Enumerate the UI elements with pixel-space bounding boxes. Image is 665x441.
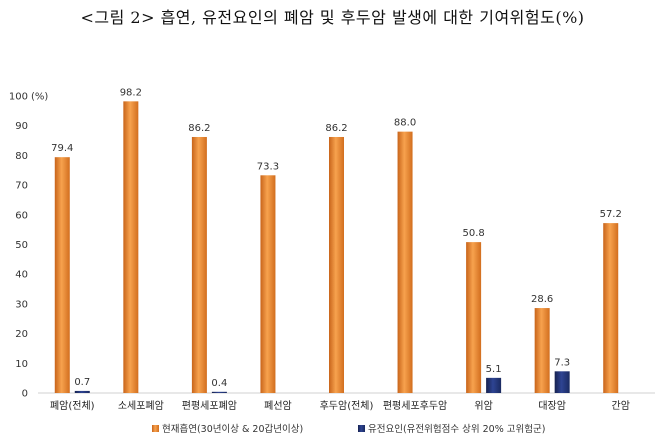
x-tick-label: 위암 [474, 399, 492, 412]
genetic-bar [554, 371, 570, 393]
smoking-value-label: 86.2 [325, 123, 347, 134]
y-tick-label: 0 [22, 389, 28, 400]
y-tick-label: 80 [15, 151, 28, 162]
axis-layer: 0 10 20 30 40 50 60 70 80 90 100 (%) 폐암(전체) 소세포폐암 편평세포… [9, 92, 655, 412]
chart-title: <그림 2> 흡연, 유전요인의 폐암 및 후두암 발생에 대한 기여위험도(%… [80, 8, 585, 27]
y-tick-label: 50 [15, 240, 28, 251]
smoking-bar [329, 136, 344, 393]
smoking-bar [466, 242, 482, 393]
legend-item-genetic-swatch [358, 425, 365, 432]
smoking-bar [603, 223, 619, 393]
smoking-bar [191, 136, 207, 393]
smoking-value-label: 50.8 [462, 228, 484, 239]
x-tick-label: 폐선암 [264, 400, 292, 412]
smoking-value-label: 79.4 [51, 143, 73, 154]
smoking-value-label: 86.2 [188, 123, 210, 134]
x-tick-label: 대장암 [538, 400, 566, 412]
y-tick-label: 20 [15, 329, 28, 340]
y-tick-label: 90 [15, 121, 28, 132]
y-axis-unit: (%) [31, 92, 48, 103]
smoking-value-label: 88.0 [394, 118, 416, 129]
label-layer: 79.4 0.7 98.2 86.2 0.4 73.3 86.2 88.0 50.8 5.1 28.… [51, 87, 622, 388]
y-tick-label: 70 [15, 181, 28, 192]
legend-item-genetic-label: 유전요인(유전위험점수 상위 20% 고위험군) [368, 423, 545, 435]
genetic-value-label: 7.3 [554, 357, 570, 368]
genetic-bar [211, 391, 227, 393]
x-tick-label: 폐암(전체) [50, 400, 95, 412]
smoking-bar [54, 157, 70, 393]
smoking-value-label: 73.3 [257, 161, 279, 172]
y-tick-label: 100 [9, 92, 28, 103]
smoking-bar [397, 131, 413, 393]
y-tick-label: 10 [15, 359, 28, 370]
genetic-value-label: 0.7 [74, 377, 90, 388]
genetic-bar [74, 390, 90, 393]
legend-item-smoking-label: 현재흡연(30년이상 & 20갑년이상) [162, 423, 303, 435]
genetic-value-label: 5.1 [486, 364, 502, 375]
x-tick-label: 소세포폐암 [118, 400, 164, 412]
legend-item-smoking-swatch [152, 425, 159, 432]
bar-layer [54, 101, 619, 393]
smoking-value-label: 57.2 [600, 209, 622, 220]
x-tick-label: 편평세포폐암 [182, 400, 237, 412]
x-tick-label: 간암 [612, 400, 630, 412]
smoking-bar [260, 175, 276, 393]
smoking-bar [534, 308, 550, 393]
genetic-value-label: 0.4 [211, 378, 227, 389]
smoking-bar [123, 101, 139, 393]
legend: 현재흡연(30년이상 & 20갑년이상) 유전요인(유전위험점수 상위 20% 고… [152, 423, 545, 435]
genetic-bar [486, 377, 502, 393]
smoking-value-label: 98.2 [120, 87, 142, 98]
smoking-value-label: 28.6 [531, 294, 553, 305]
x-tick-label: 후두암(전체) [320, 400, 374, 412]
y-tick-label: 30 [15, 299, 28, 310]
y-tick-label: 40 [15, 270, 28, 281]
y-tick-label: 60 [15, 210, 28, 221]
x-tick-label: 편평세포후두암 [383, 400, 447, 412]
